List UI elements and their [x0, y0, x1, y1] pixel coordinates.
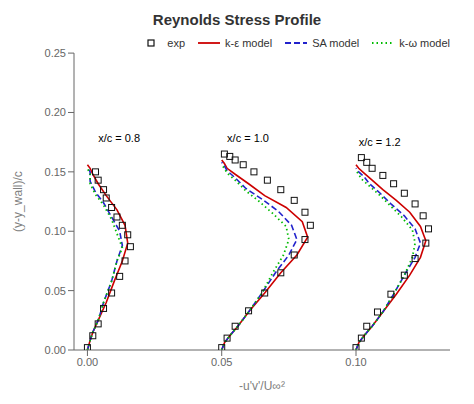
- svg-text:0.15: 0.15: [45, 166, 66, 178]
- svg-text:x/c = 1.2: x/c = 1.2: [359, 136, 401, 148]
- html-text:exp: exp: [167, 37, 185, 50]
- svg-text:0.00: 0.00: [77, 356, 98, 368]
- svg-text:0.00: 0.00: [45, 344, 66, 356]
- svg-text:(y-y_wall)/c: (y-y_wall)/c: [11, 171, 25, 232]
- svg-text:0.10: 0.10: [345, 356, 366, 368]
- svg-text:x/c = 0.8: x/c = 0.8: [98, 132, 140, 144]
- svg-text:0.25: 0.25: [45, 47, 66, 59]
- html-text:Reynolds Stress Profile: Reynolds Stress Profile: [152, 11, 322, 28]
- html-text:k-ω model: k-ω model: [399, 37, 450, 50]
- svg-text:0.20: 0.20: [45, 106, 66, 118]
- svg-text:0.05: 0.05: [45, 285, 66, 297]
- svg-text:-u'v'/U∞²: -u'v'/U∞²: [239, 379, 285, 393]
- svg-text:0.05: 0.05: [211, 356, 232, 368]
- svg-text:x/c = 1.0: x/c = 1.0: [227, 132, 269, 144]
- html-text:SA model: SA model: [312, 37, 360, 50]
- svg-text:0.10: 0.10: [45, 225, 66, 237]
- html-text:k-ε model: k-ε model: [225, 37, 273, 50]
